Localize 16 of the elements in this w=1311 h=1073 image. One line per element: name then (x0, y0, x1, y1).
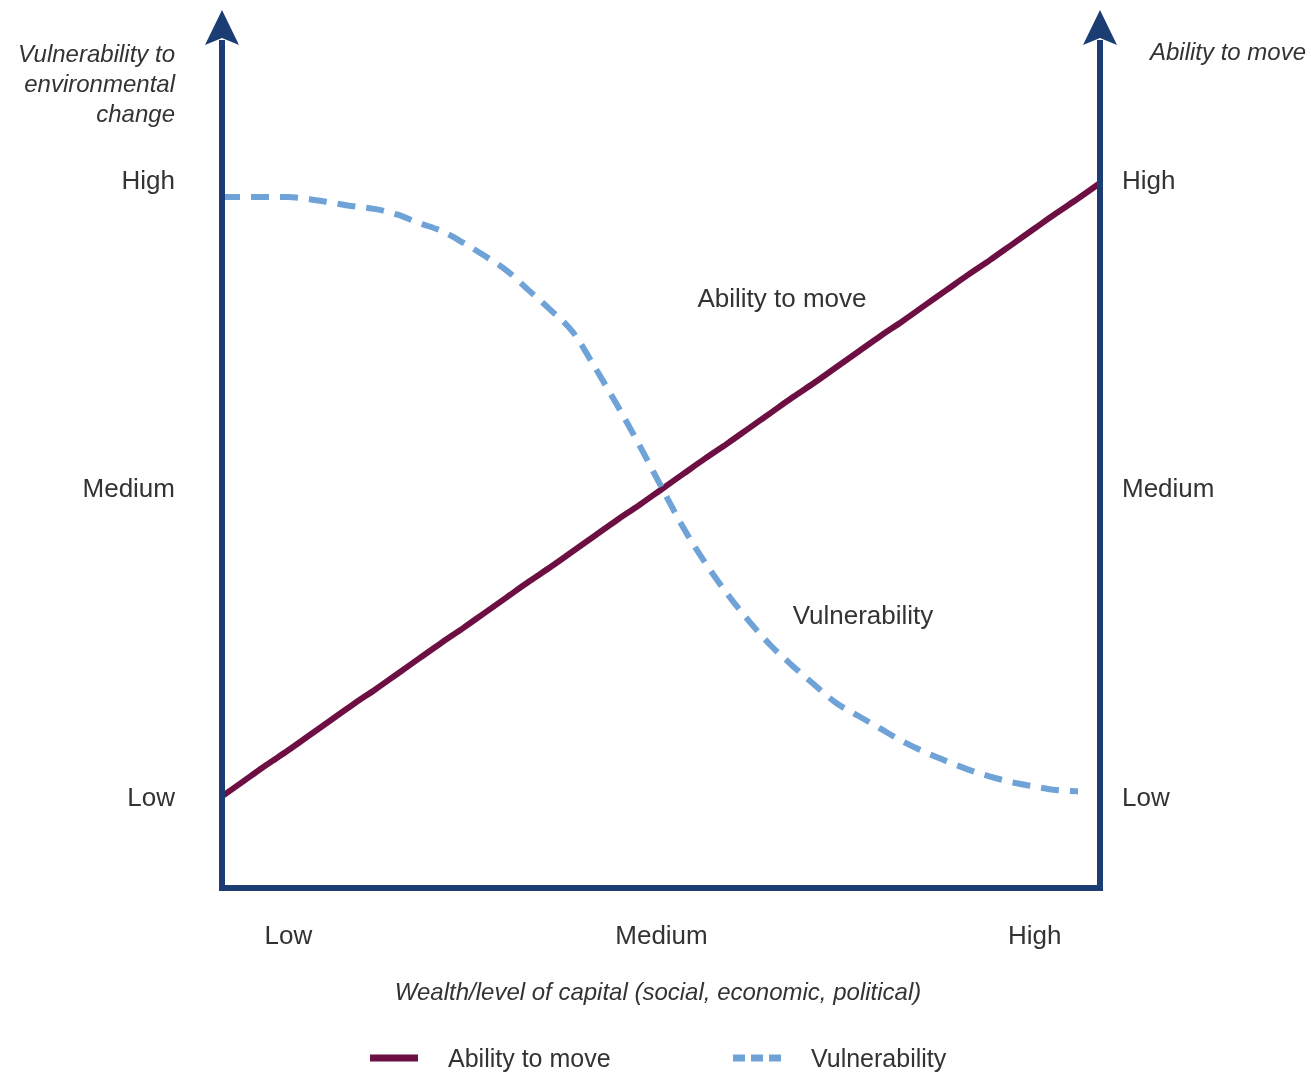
text: Medium (82, 473, 175, 504)
text: High (121, 165, 175, 196)
x-axis-title: Wealth/level of capital (social, economic, political) (394, 978, 922, 1005)
text: Low (1122, 782, 1170, 813)
text: Low (127, 782, 176, 813)
text: Ability to move (1147, 38, 1306, 66)
text: Medium (1122, 473, 1215, 504)
annotation: Ability to move (697, 283, 867, 314)
x-tick-label: High (1007, 920, 1062, 951)
text: High (1122, 165, 1176, 196)
y-axis-title: Vulnerability to environmental change (18, 40, 176, 127)
x-tick-label: Low (264, 920, 313, 951)
legend-label: Vulnerability (811, 1043, 947, 1072)
legend-label: Ability to move (448, 1043, 611, 1072)
x-tick-label: Medium (615, 920, 708, 951)
annotation: Vulnerability (792, 600, 934, 631)
